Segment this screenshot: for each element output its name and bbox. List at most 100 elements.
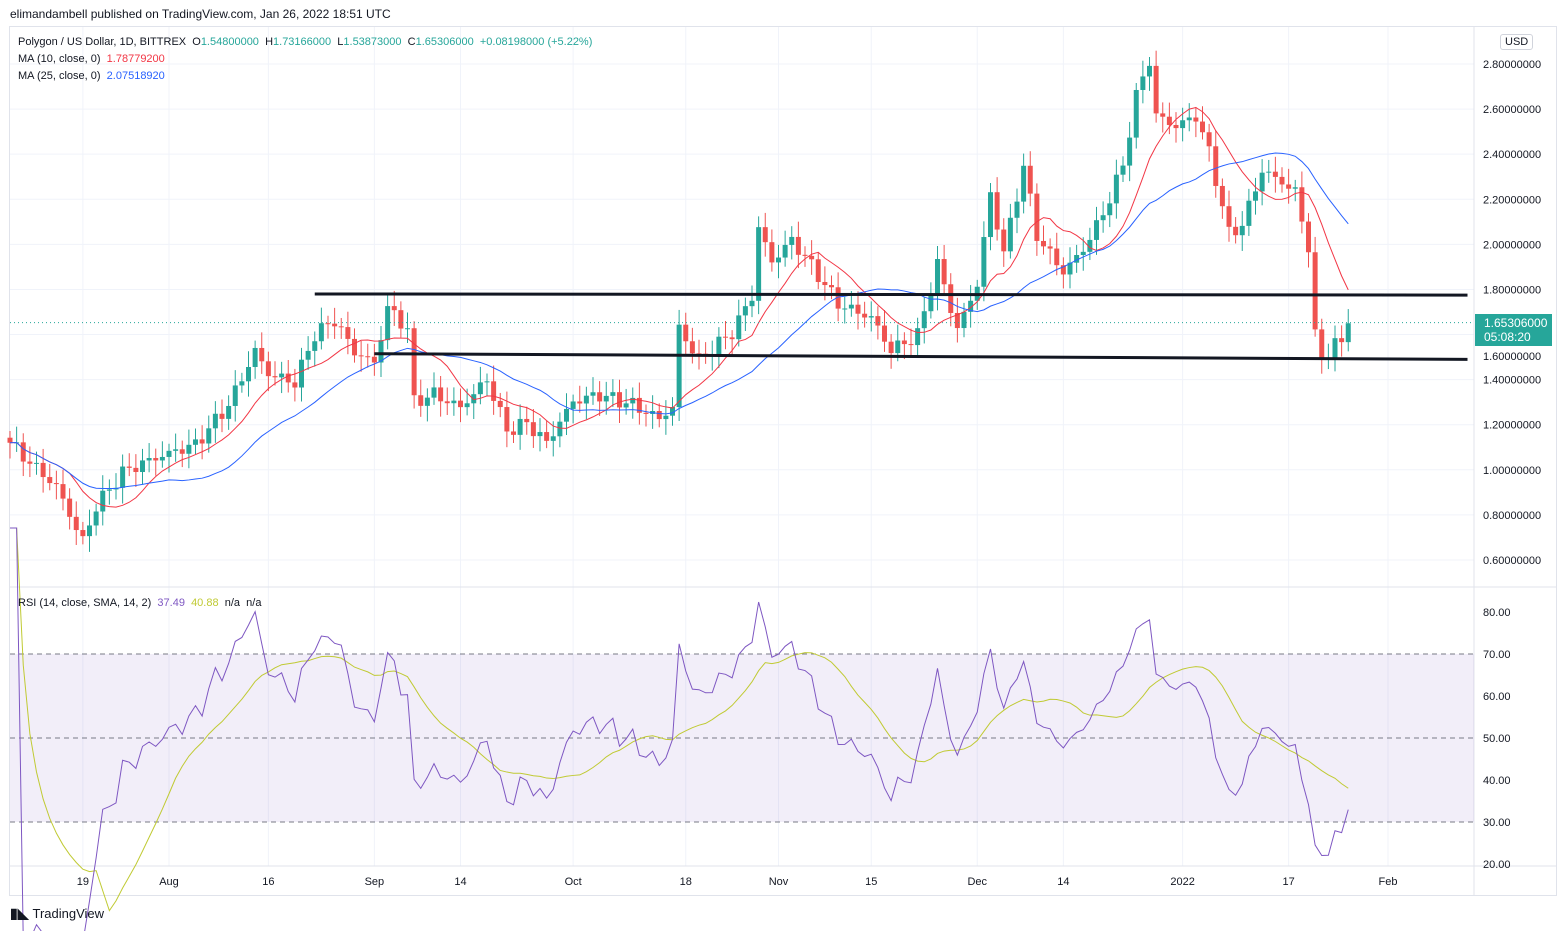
- price-tick-label: 1.20000000: [1483, 420, 1541, 432]
- ma10-legend[interactable]: MA (10, close, 0) 1.78779200: [18, 53, 165, 65]
- candle: [1246, 188, 1252, 236]
- candle: [312, 331, 318, 367]
- candle-body: [47, 477, 53, 484]
- candle-body: [153, 458, 159, 461]
- candle: [782, 230, 788, 267]
- candle-body: [1339, 338, 1345, 343]
- candle: [1306, 213, 1311, 268]
- publisher-line: elimandambell published on TradingView.c…: [10, 7, 391, 21]
- candle: [1253, 177, 1258, 215]
- candle-body: [1253, 191, 1258, 201]
- tradingview-logo[interactable]: ▮◣ TradingView: [10, 905, 104, 922]
- candle: [1186, 103, 1192, 132]
- rsi-label: RSI (14, close, SMA, 14, 2): [18, 597, 152, 609]
- candle: [888, 334, 894, 369]
- candle-body: [226, 405, 232, 419]
- ma25-legend[interactable]: MA (25, close, 0) 2.07518920: [18, 70, 165, 82]
- candle: [610, 379, 616, 407]
- price-tick-label: 1.00000000: [1483, 465, 1541, 477]
- last-price-tag: 1.65306000 05:08:20: [1475, 314, 1552, 346]
- candle-body: [848, 304, 854, 309]
- candle: [140, 448, 145, 485]
- candle: [1166, 102, 1172, 135]
- candle-body: [305, 350, 311, 360]
- chart-frame[interactable]: [9, 26, 1557, 896]
- candle-body: [928, 294, 934, 312]
- candle-body: [438, 387, 444, 402]
- candle-body: [868, 316, 874, 318]
- price-tick-label: 1.40000000: [1483, 375, 1541, 387]
- candle: [901, 332, 907, 360]
- candle-body: [464, 403, 470, 408]
- candle-body: [829, 285, 834, 288]
- candle: [226, 395, 232, 430]
- candle-body: [795, 236, 801, 255]
- candle-body: [206, 428, 212, 444]
- candle: [7, 430, 13, 459]
- candle: [670, 397, 675, 426]
- candle: [206, 415, 212, 453]
- candle-body: [259, 347, 265, 362]
- candle-body: [285, 373, 291, 383]
- candle-body: [371, 356, 377, 363]
- candle-body: [663, 415, 669, 420]
- candle-body: [762, 227, 768, 243]
- candle: [113, 473, 119, 500]
- candle: [93, 503, 99, 536]
- candle: [371, 343, 377, 376]
- candle-body: [477, 382, 483, 395]
- candle: [47, 463, 53, 491]
- candle-body: [537, 432, 543, 437]
- price-tick-label: 2.20000000: [1483, 194, 1541, 206]
- candle-body: [1213, 146, 1219, 186]
- candle: [332, 307, 338, 339]
- candle: [1087, 227, 1093, 261]
- candle: [1160, 102, 1166, 133]
- currency-button[interactable]: USD: [1500, 34, 1534, 50]
- candle: [789, 226, 795, 260]
- candle-body: [597, 392, 603, 402]
- rsi-legend[interactable]: RSI (14, close, SMA, 14, 2) 37.49 40.88 …: [18, 597, 261, 609]
- candle-body: [921, 311, 927, 329]
- candle: [544, 420, 550, 449]
- candle: [511, 421, 516, 444]
- rsi-value: 37.49: [157, 597, 185, 609]
- candle: [1292, 179, 1298, 202]
- candle: [968, 285, 974, 328]
- time-tick-label: 18: [680, 876, 692, 888]
- candle: [358, 340, 364, 372]
- candle: [471, 384, 477, 420]
- tradingview-brand: TradingView: [32, 906, 105, 921]
- candle-body: [1041, 240, 1046, 247]
- trendline: [374, 352, 1468, 361]
- candle-body: [1173, 124, 1179, 129]
- candle-body: [60, 484, 66, 499]
- price-tick-label: 1.80000000: [1483, 284, 1541, 296]
- candle-body: [424, 397, 430, 406]
- candle-body: [908, 344, 914, 346]
- candle-body: [1319, 329, 1325, 359]
- candle: [1312, 236, 1318, 337]
- candle-body: [941, 259, 947, 285]
- candle: [623, 388, 629, 415]
- candle-body: [948, 284, 954, 313]
- candle: [120, 454, 126, 504]
- candle: [87, 509, 92, 552]
- candle-body: [570, 401, 576, 409]
- candle: [219, 399, 225, 433]
- candle-body: [159, 456, 165, 461]
- rsi-upper-value: n/a: [224, 597, 241, 609]
- candle-body: [133, 467, 139, 473]
- candle-body: [981, 237, 987, 287]
- candle-body: [40, 462, 46, 478]
- candle-body: [1153, 65, 1159, 114]
- candle: [491, 365, 497, 415]
- candle-body: [809, 255, 815, 260]
- candle: [1120, 156, 1126, 182]
- candle-body: [1147, 65, 1152, 77]
- candle-body: [557, 421, 563, 437]
- candle: [232, 370, 238, 422]
- candle: [100, 475, 106, 526]
- candle: [577, 385, 583, 413]
